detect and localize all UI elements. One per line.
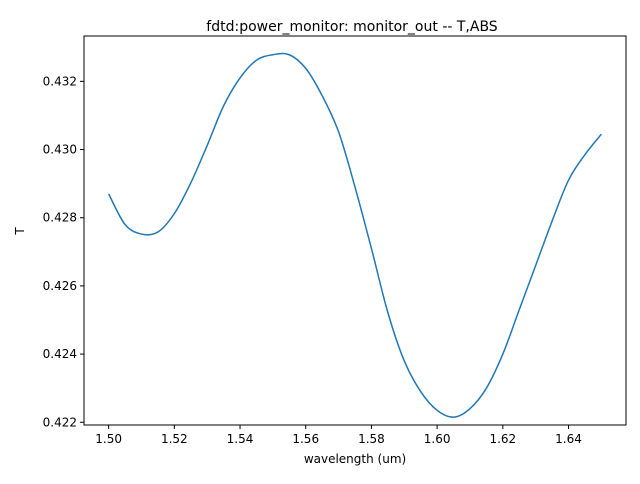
y-tick-label: 0.432 [43,74,77,88]
y-tick-label: 0.428 [43,211,77,225]
plot-series [107,52,602,418]
y-tick-label: 0.426 [43,279,77,293]
series-line [107,52,602,418]
chart-title: fdtd:power_monitor: monitor_out -- T,ABS [206,19,498,35]
y-tick-label: 0.430 [43,143,77,157]
x-tick-label: 1.62 [489,432,516,446]
x-tick-label: 1.60 [424,432,451,446]
y-axis-ticks: 0.422 0.424 0.426 0.428 0.430 0.432 [43,74,84,429]
y-axis-label: T [13,227,27,236]
x-tick-label: 1.58 [358,432,385,446]
x-tick-label: 1.52 [161,432,188,446]
y-tick-label: 0.422 [43,415,77,429]
x-tick-label: 1.56 [292,432,319,446]
x-tick-label: 1.64 [555,432,582,446]
x-tick-label: 1.50 [95,432,122,446]
y-tick-label: 0.424 [43,347,77,361]
x-axis-ticks: 1.50 1.52 1.54 1.56 1.58 1.60 1.62 1.64 [95,425,582,446]
plot-frame [83,35,627,426]
x-axis-label: wavelength (um) [304,452,406,466]
x-tick-label: 1.54 [227,432,254,446]
